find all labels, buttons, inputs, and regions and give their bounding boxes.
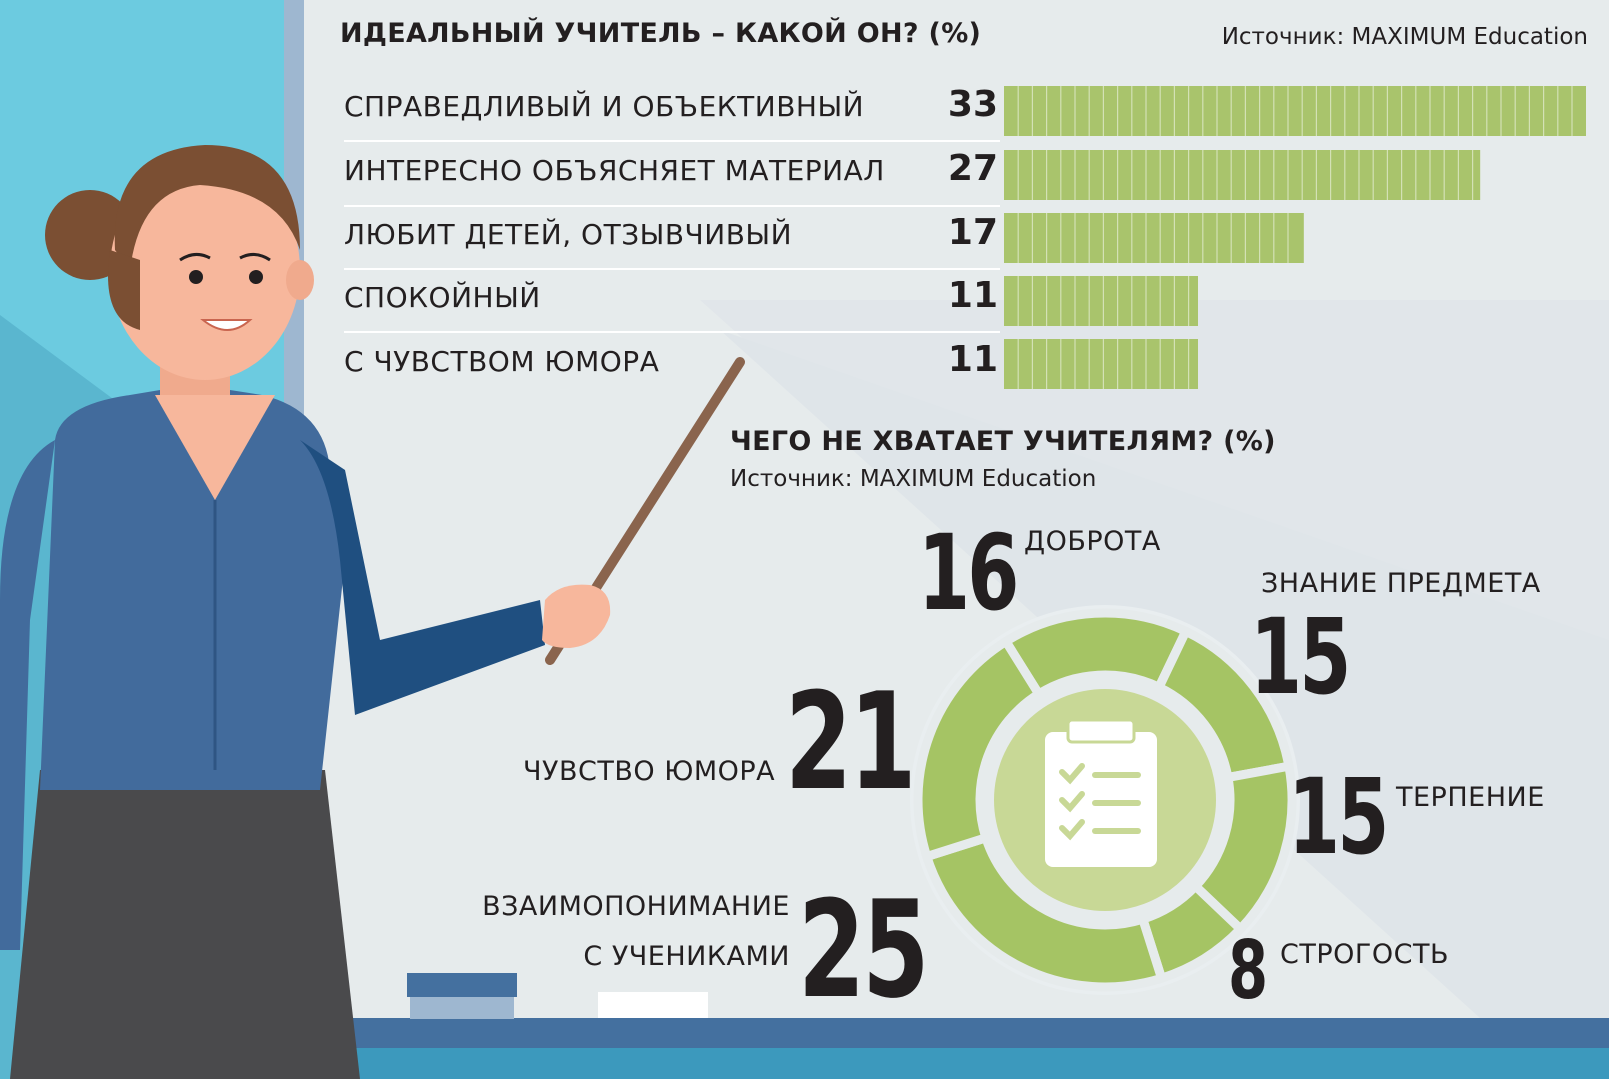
bar-1 [1004,86,1586,136]
bar-5 [1004,339,1198,389]
donut-chart-title: ЧЕГО НЕ ХВАТАЕТ УЧИТЕЛЯМ? (%) [730,426,1276,457]
bar-4 [1004,276,1198,326]
donut-label-dobrota: ДОБРОТА [1024,526,1161,557]
bar-chart-source: Источник: MAXIMUM Education [1221,24,1588,50]
bar-value-3: 17 [947,212,998,253]
donut-value-terpenie: 15 [1288,756,1389,878]
chalk [598,992,708,1018]
clipboard-checklist-icon [1045,720,1157,867]
board-ledge [284,1018,1609,1048]
donut-chart-source: Источник: MAXIMUM Education [730,466,1097,492]
donut-label-znanie: ЗНАНИЕ ПРЕДМЕТА [1261,568,1541,599]
donut-value-vzaimoponimanie: 25 [798,872,929,1028]
bar-value-2: 27 [947,148,998,189]
bar-label-4: СПОКОЙНЫЙ [344,281,541,314]
donut-label-strogost: СТРОГОСТЬ [1280,939,1449,970]
bar-label-3: ЛЮБИТ ДЕТЕЙ, ОТЗЫВЧИВЫЙ [344,218,793,251]
bar-value-4: 11 [947,275,998,316]
bar-3 [1004,213,1304,263]
eraser-pad [410,997,514,1019]
bar-value-1: 33 [947,84,998,125]
donut-value-dobrota: 16 [918,512,1019,634]
donut-label-yumor: ЧУВСТВО ЮМОРА [523,756,776,787]
eraser [407,973,517,997]
bar-label-5: С ЧУВСТВОМ ЮМОРА [344,345,660,378]
floor [284,1048,1609,1079]
donut-label-vzaimoponimanie: ВЗАИМОПОНИМАНИЕ С УЧЕНИКАМИ [482,891,790,972]
bar-chart-plot [1004,86,1586,389]
donut-value-znanie: 15 [1250,596,1351,718]
donut-value-yumor: 21 [785,664,916,820]
donut-label-terpenie: ТЕРПЕНИЕ [1396,782,1545,813]
teacher-figure [0,145,745,1079]
bar-label-2: ИНТЕРЕСНО ОБЪЯСНЯЕТ МАТЕРИАЛ [344,154,885,187]
bar-label-1: СПРАВЕДЛИВЫЙ И ОБЪЕКТИВНЫЙ [344,90,865,123]
bar-2 [1004,150,1481,200]
donut-value-strogost: 8 [1228,924,1268,1017]
bar-chart-title: ИДЕАЛЬНЫЙ УЧИТЕЛЬ – КАКОЙ ОН? (%) [340,18,982,49]
bar-value-5: 11 [947,339,998,380]
bar-row-dividers [344,140,1000,333]
